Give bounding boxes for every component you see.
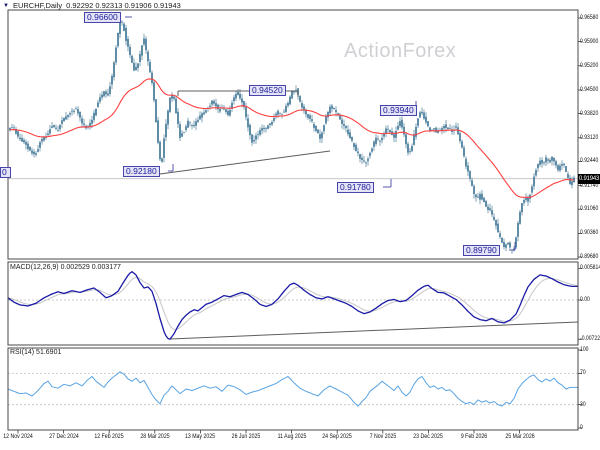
price-axis-label: 0.93120 (580, 133, 599, 141)
chart-price-annotation: 0.92180 (123, 166, 160, 177)
price-axis-label: 0.90360 (580, 229, 599, 237)
ohlc-values: 0.92292 0.92313 0.91906 0.91943 (66, 1, 181, 10)
macd-axis-label: 0.00 (580, 295, 590, 303)
macd-axis-label: 0.005814 (580, 264, 600, 272)
date-axis-label: 7 Nov 2025 (369, 433, 397, 440)
date-axis-label: 24 Sep 2025 (322, 433, 352, 440)
chart-price-annotation: 0.93940 (380, 105, 417, 116)
price-axis-label: 0.93820 (580, 109, 599, 117)
price-axis-label: 0.96580 (580, 13, 599, 21)
price-axis-label: 0.94500 (580, 86, 599, 94)
date-axis-label: 12 Nov 2024 (3, 433, 33, 440)
date-axis-label: 11 Aug 2025 (277, 433, 307, 440)
date-axis-label: 9 Feb 2026 (460, 433, 488, 440)
chart-title: ▼ EURCHF,Daily 0.92292 0.92313 0.91906 0… (3, 1, 181, 10)
date-axis-label: 27 Dec 2024 (48, 433, 79, 440)
chart-price-annotation: 0.96600 (84, 12, 121, 23)
price-axis-label: 0.91060 (580, 205, 599, 213)
date-axis-label: 25 Mar 2026 (504, 433, 535, 440)
rsi-axis-label: 0 (580, 424, 583, 431)
date-axis-label: 23 Dec 2025 (413, 433, 444, 440)
chart-price-annotation: 0.94520 (249, 85, 286, 96)
date-axis-label: 28 Mar 2025 (140, 433, 170, 440)
rsi-indicator-label: RSI(14) 51.6901 (10, 349, 62, 356)
chart-price-annotation: 0.89790 (463, 245, 500, 256)
price-axis-label: 0.95900 (580, 37, 599, 45)
rsi-axis-label: 70 (580, 369, 586, 377)
price-axis-label: 0.91740 (580, 181, 599, 189)
date-axis-label: 13 May 2025 (185, 433, 216, 440)
symbol-period-label: EURCHF,Daily (12, 1, 63, 10)
rsi-axis-label: 30 (580, 400, 586, 408)
price-axis-label: 0.89680 (580, 253, 599, 260)
date-axis-label: 12 Feb 2025 (94, 433, 124, 440)
macd-axis-label: -0.007222 (580, 335, 600, 343)
chart-price-annotation: 0 (0, 167, 11, 178)
symbol-dropdown-icon[interactable]: ▼ (3, 2, 9, 9)
chart-price-annotation: 0.91780 (337, 182, 374, 193)
price-axis-label: 0.92440 (580, 157, 599, 165)
macd-indicator-label: MACD(12,26,9) 0.002529 0.003177 (10, 264, 121, 271)
watermark: ActionForex (344, 40, 457, 62)
current-price-badge: 0.91943 (578, 173, 600, 184)
date-axis-label: 26 Jun 2025 (231, 433, 261, 440)
rsi-axis-label: 100 (580, 346, 589, 353)
price-axis-label: 0.95200 (580, 61, 599, 69)
